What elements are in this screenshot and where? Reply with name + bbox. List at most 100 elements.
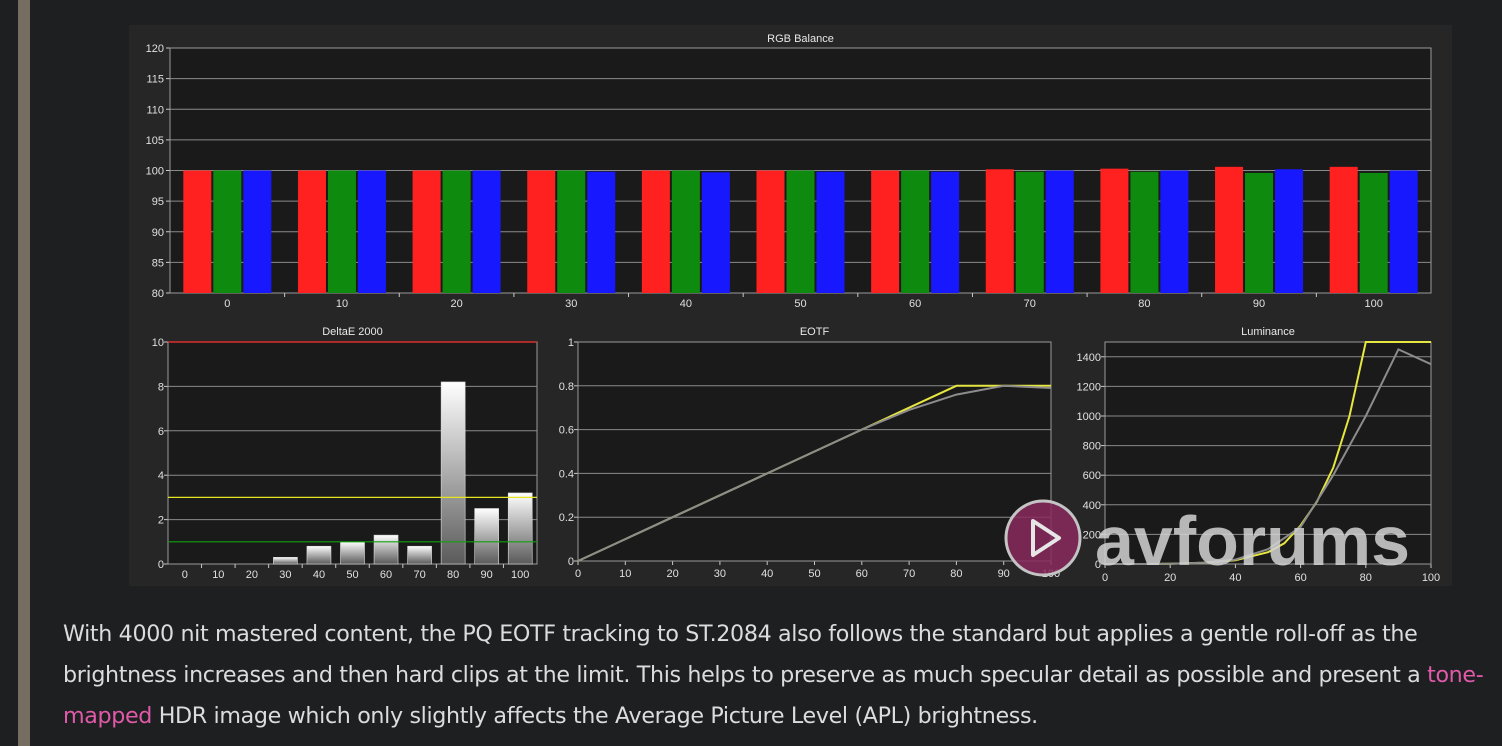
luminance-plot-border: [1104, 341, 1432, 565]
deltae-bar: [407, 545, 432, 565]
rgb-bar: [1275, 169, 1304, 293]
luminance-ytick-label: 400: [1083, 500, 1101, 512]
luminance-ytick-label: 1400: [1077, 352, 1101, 364]
rgb-bar: [1215, 166, 1244, 293]
eotf-line: [577, 384, 1052, 562]
deltae-xtick-label: 50: [346, 569, 358, 581]
deltae-xtick-label: 90: [481, 569, 493, 581]
deltae-xtick-label: 10: [212, 569, 224, 581]
deltae-ytick-label: 0: [158, 559, 164, 571]
eotf-ytick-label: 0: [568, 556, 574, 568]
watermark-logo-icon: [1004, 499, 1082, 577]
eotf-chart: 00.20.40.60.810102030405060708090100EOTF: [559, 326, 1060, 580]
rgb-xtick-label: 10: [336, 298, 348, 310]
rgb-bar: [1359, 172, 1388, 293]
rgb-xtick-label: 80: [1138, 298, 1150, 310]
luminance-plot-area: [1105, 342, 1431, 564]
deltae-ytick-label: 4: [158, 470, 164, 482]
rgb-bar: [587, 171, 616, 293]
article-text-part1: With 4000 nit mastered content, the PQ E…: [63, 621, 1428, 688]
rgb-bar: [557, 170, 586, 293]
eotf-xtick-label: 40: [761, 568, 773, 580]
eotf-ytick-label: 0.2: [559, 512, 574, 524]
eotf-plot-border: [577, 341, 1052, 562]
rgb-bar: [357, 170, 386, 293]
rgb-bar: [472, 170, 501, 293]
rgb-xtick-label: 50: [794, 298, 806, 310]
deltae-xtick-label: 60: [380, 569, 392, 581]
eotf-xtick-label: 10: [619, 568, 631, 580]
rgb-bar: [527, 170, 556, 293]
article-text-part2: HDR image which only slightly affects th…: [152, 703, 1039, 729]
rgb-bar: [671, 170, 700, 293]
eotf-xtick-label: 90: [998, 568, 1010, 580]
deltae-xtick-label: 30: [279, 569, 291, 581]
eotf-ytick-label: 1: [568, 337, 574, 349]
luminance-line: [1105, 348, 1432, 565]
deltae-bar: [373, 534, 399, 565]
rgb-bar: [412, 170, 441, 293]
rgb-bar: [871, 170, 900, 293]
rgb-ytick-label: 90: [152, 227, 164, 239]
rgb-ytick-label: 100: [146, 166, 164, 178]
rgb-bar: [183, 170, 212, 293]
luminance-ytick-label: 1200: [1077, 381, 1101, 393]
luminance-xtick-label: 0: [1102, 572, 1108, 584]
rgb-xtick-label: 60: [909, 298, 921, 310]
tone-mapped-link[interactable]: tone-mapped: [63, 662, 1484, 729]
rgb-bar: [1389, 170, 1418, 293]
play-icon: [1031, 519, 1061, 557]
left-accent-bar: [18, 0, 30, 746]
rgb-xtick-label: 70: [1024, 298, 1036, 310]
luminance-ytick-label: 200: [1083, 529, 1101, 541]
deltae-xtick-label: 70: [413, 569, 425, 581]
rgb-bar: [756, 170, 785, 293]
eotf-ytick-label: 0.4: [559, 468, 574, 480]
rgb-ytick-label: 80: [152, 288, 164, 300]
calibration-figure: 80 85 90 95 100 105 110 115 120 RGB Balance 0 10 20 3…: [129, 25, 1452, 586]
rgb-xtick-label: 30: [565, 298, 577, 310]
rgb-bar: [1045, 170, 1074, 293]
rgb-bar: [786, 170, 815, 293]
rgb-balance-title: RGB Balance: [767, 33, 834, 45]
eotf-ytick-label: 0.6: [559, 425, 574, 437]
luminance-xtick-label: 40: [1229, 572, 1241, 584]
rgb-bar: [816, 171, 845, 293]
deltae-ytick-label: 2: [158, 515, 164, 527]
eotf-xtick-label: 20: [666, 568, 678, 580]
luminance-ytick-label: 800: [1083, 441, 1101, 453]
eotf-title: EOTF: [800, 326, 830, 338]
deltae-bar: [306, 545, 332, 565]
rgb-ytick-label: 110: [146, 104, 164, 116]
rgb-bar: [442, 170, 471, 293]
rgb-bar: [1329, 166, 1358, 293]
deltae-xtick-label: 100: [511, 569, 529, 581]
rgb-ytick-label: 105: [146, 135, 164, 147]
rgb-ytick-label: 115: [146, 74, 164, 86]
deltae-title: DeltaE 2000: [322, 326, 383, 338]
rgb-bar: [297, 170, 326, 293]
rgb-bar: [1245, 172, 1274, 293]
eotf-ytick-label: 0.8: [559, 381, 574, 393]
luminance-ytick-label: 600: [1083, 470, 1101, 482]
luminance-ytick-label: 1000: [1077, 411, 1101, 423]
rgb-ytick-label: 120: [146, 43, 164, 55]
deltae-bar: [273, 557, 298, 565]
luminance-xtick-label: 100: [1422, 572, 1440, 584]
deltae-bar: [440, 381, 466, 565]
rgb-bar: [641, 170, 670, 293]
deltae-xtick-label: 0: [182, 569, 188, 581]
eotf-xtick-label: 70: [903, 568, 915, 580]
rgb-xtick-label: 40: [680, 298, 692, 310]
eotf-xtick-label: 0: [575, 568, 581, 580]
luminance-xtick-label: 20: [1164, 572, 1176, 584]
deltae-xtick-label: 20: [246, 569, 258, 581]
deltae-ytick-label: 10: [152, 337, 164, 349]
rgb-bar: [1015, 171, 1044, 293]
rgb-bar: [1100, 168, 1129, 293]
rgb-xtick-label: 90: [1253, 298, 1265, 310]
luminance-xtick-label: 80: [1360, 572, 1372, 584]
rgb-ytick-label: 95: [152, 196, 164, 208]
article-paragraph: With 4000 nit mastered content, the PQ E…: [63, 614, 1488, 737]
